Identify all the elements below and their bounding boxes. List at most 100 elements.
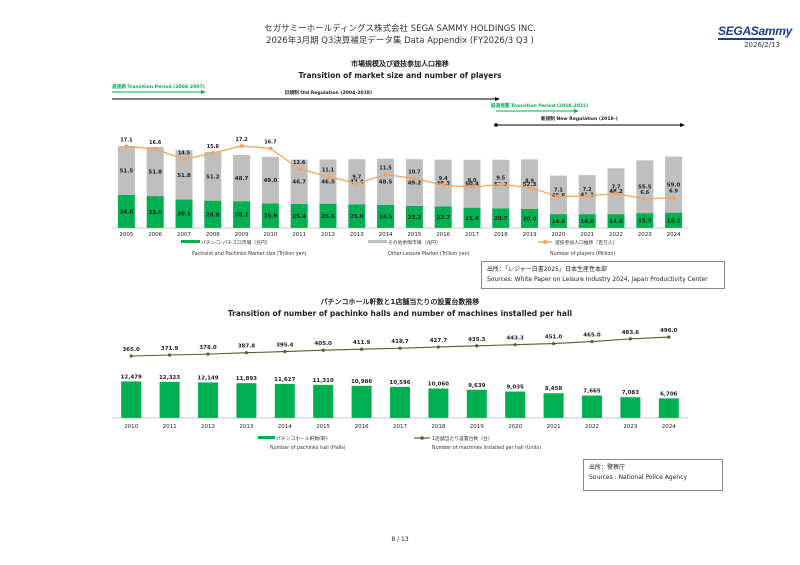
- label-other-2011: 46.7: [292, 180, 306, 186]
- bar-pachi-2010: [261, 203, 279, 228]
- header-company: セガサミーホールディングス株式会社 SEGA SAMMY HOLDINGS IN…: [264, 24, 536, 34]
- label-halls-2023: 7,083: [622, 390, 640, 396]
- chart1-source-box: 出所：「レジャー白書2025」日本生産性本部 Sources: White Pa…: [481, 261, 725, 289]
- xtick2-2017: 2017: [393, 424, 407, 430]
- label-pachi-2019: 20.0: [523, 217, 537, 223]
- chart2-source-en: Sources : National Police Agency: [589, 474, 688, 481]
- bar-halls-2020: [505, 391, 526, 418]
- bar-pachi-2021: [578, 214, 596, 228]
- legend-other-swatch: [368, 240, 387, 243]
- label-pachi-2008: 28.8: [206, 212, 220, 218]
- label-halls-2014: 11,627: [274, 377, 295, 383]
- players-label-2012: 11.1: [322, 168, 335, 174]
- machines-label-2024: 496.0: [660, 328, 678, 334]
- bar-other-2012: [319, 159, 337, 204]
- bar-pachi-2024: [665, 212, 683, 228]
- machines-point-2013: [244, 351, 248, 355]
- xtick-2020: 2020: [551, 232, 565, 238]
- label-pachi-2020: 14.6: [552, 219, 566, 225]
- machines-label-2017: 418.7: [391, 339, 409, 345]
- players-point-2022: [614, 191, 618, 196]
- machines-point-2012: [206, 352, 210, 356]
- players-label-2011: 12.6: [293, 160, 306, 166]
- xtick-2016: 2016: [436, 232, 450, 238]
- label-pachi-2024: 16.2: [667, 218, 681, 224]
- xtick2-2018: 2018: [431, 424, 445, 430]
- players-label-2005: 17.1: [120, 138, 133, 144]
- xtick-2011: 2011: [292, 232, 306, 238]
- bar-pachi-2006: [146, 196, 164, 228]
- machines-label-2018: 427.7: [430, 338, 448, 344]
- bar-pachi-2015: [405, 205, 423, 228]
- bar-pachi-2018: [492, 208, 510, 228]
- machines-point-2023: [628, 337, 633, 341]
- machines-label-2022: 465.0: [583, 333, 601, 339]
- label-other-2019: 52.3: [523, 182, 537, 188]
- chart1-source-en: Sources: White Paper on Leisure Industry…: [487, 276, 708, 283]
- label-other-2023: 55.5: [638, 185, 652, 191]
- players-label-2016: 9.4: [439, 176, 448, 182]
- halls-machines-chart: 12,479 12,323 12,149 11,893 11,627 11,310 10,9…: [112, 328, 688, 451]
- xtick-2012: 2012: [321, 232, 335, 238]
- label-other-2014: 48.5: [379, 180, 393, 186]
- label-other-2006: 51.8: [148, 169, 162, 175]
- bar-other-2006: [146, 146, 164, 197]
- bar-pachi-2019: [521, 209, 539, 228]
- bar-pachi-2022: [607, 214, 625, 228]
- xtick2-2010: 2010: [124, 424, 138, 430]
- legend-other-en: Other Leisure Market (Trillion yen): [388, 251, 470, 257]
- bar-pachi-2011: [290, 203, 308, 228]
- xtick2-2016: 2016: [355, 424, 369, 430]
- label-other-2005: 51.5: [120, 168, 134, 174]
- players-label-2023: 6.6: [640, 190, 649, 196]
- xtick2-2013: 2013: [239, 424, 253, 430]
- bar-other-2024: [665, 156, 683, 213]
- label-pachi-2006: 33.6: [148, 210, 162, 216]
- machines-point-2024: [667, 335, 671, 339]
- machines-label-2010: 365.0: [122, 347, 140, 353]
- company-logo: SEGASammy: [718, 24, 792, 38]
- bar-halls-2014: [274, 383, 295, 418]
- legend-halls-jp: パチンコホール軒数(軒): [276, 435, 328, 442]
- label-halls-2013: 11,893: [236, 376, 257, 382]
- machines-point-2018: [436, 345, 440, 349]
- period-transition-1-arrowhead: [201, 90, 206, 94]
- label-halls-2021: 8,458: [545, 386, 563, 392]
- bar-other-2005: [117, 146, 135, 195]
- label-halls-2018: 10,060: [428, 382, 449, 388]
- xtick2-2011: 2011: [163, 424, 177, 430]
- bar-halls-2018: [428, 388, 449, 418]
- xtick-2009: 2009: [235, 232, 249, 238]
- chart2-source-box: 出所：警察庁 Sources : National Police Agency: [583, 459, 723, 491]
- players-point-2008: [210, 151, 215, 155]
- xtick-2008: 2008: [206, 232, 220, 238]
- label-other-2015: 49.2: [408, 181, 422, 187]
- machines-label-2013: 387.8: [238, 344, 256, 350]
- xtick2-2019: 2019: [470, 424, 484, 430]
- machines-label-2020: 443.3: [506, 336, 524, 342]
- label-pachi-2017: 21.4: [465, 216, 479, 222]
- bar-halls-2015: [313, 384, 334, 418]
- players-point-2009: [239, 144, 244, 148]
- machines-point-2017: [398, 346, 402, 350]
- bar-pachi-2012: [319, 203, 337, 228]
- label-pachi-2010: 25.9: [264, 214, 278, 220]
- bar-other-2007: [175, 150, 193, 200]
- header-report: 2026年3月期 Q3決算補足データ集 Data Appendix (FY202…: [266, 36, 534, 46]
- label-other-2017: 50.4: [465, 182, 479, 188]
- label-pachi-2009: 28.2: [235, 213, 249, 219]
- players-point-2011: [297, 167, 302, 171]
- machines-label-2011: 371.9: [161, 346, 179, 352]
- players-label-2006: 16.6: [149, 140, 162, 146]
- bar-other-2019: [521, 159, 539, 209]
- bar-halls-2016: [351, 385, 372, 418]
- label-halls-2010: 12,479: [121, 374, 142, 380]
- chart2-source-jp: 出所：警察庁: [589, 464, 626, 471]
- xtick-2015: 2015: [407, 232, 421, 238]
- label-halls-2017: 10,596: [389, 380, 410, 386]
- report-date: 2026/2/13: [744, 41, 780, 49]
- period-old-regulation: 旧規制 Old Regulation (2004-2018): [285, 89, 372, 96]
- xtick2-2023: 2023: [623, 424, 637, 430]
- machines-point-2014: [283, 350, 287, 354]
- machines-point-2011: [168, 353, 172, 357]
